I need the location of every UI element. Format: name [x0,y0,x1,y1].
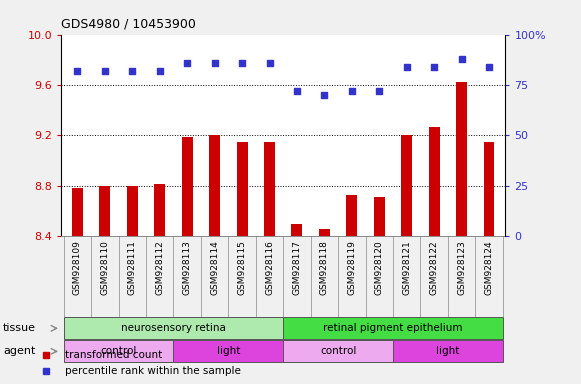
Bar [99,186,110,236]
Bar [283,317,503,339]
Point [128,68,137,74]
Point [457,56,466,62]
Bar [429,127,440,236]
Point [265,60,274,66]
Bar [182,137,193,236]
Text: GSM928112: GSM928112 [155,240,164,295]
Text: GSM928122: GSM928122 [429,240,439,295]
Bar [393,340,503,362]
Text: GSM928116: GSM928116 [265,240,274,295]
Text: GSM928113: GSM928113 [182,240,192,295]
Point [402,64,411,70]
Point [485,64,494,70]
Text: light: light [436,346,460,356]
Text: tissue: tissue [3,323,36,333]
Point [320,92,329,98]
Text: GSM928110: GSM928110 [101,240,109,295]
Text: GSM928117: GSM928117 [292,240,302,295]
Text: GSM928119: GSM928119 [347,240,356,295]
Text: neurosensory retina: neurosensory retina [121,323,226,333]
Text: GSM928121: GSM928121 [402,240,411,295]
Bar [174,340,283,362]
Bar [209,136,220,236]
Bar [72,188,83,236]
Point [101,68,110,74]
Text: agent: agent [3,346,35,356]
Text: light: light [217,346,240,356]
Bar [456,83,467,236]
Bar [64,340,174,362]
Bar [374,197,385,236]
Point [292,88,302,94]
Point [182,60,192,66]
Bar [483,142,494,236]
Text: control: control [320,346,356,356]
Bar [346,195,357,236]
Text: GSM928114: GSM928114 [210,240,219,295]
Bar [236,142,248,236]
Text: percentile rank within the sample: percentile rank within the sample [65,366,241,376]
Text: GDS4980 / 10453900: GDS4980 / 10453900 [61,18,196,31]
Text: control: control [101,346,137,356]
Point [347,88,357,94]
Text: retinal pigment epithelium: retinal pigment epithelium [323,323,462,333]
Text: GSM928124: GSM928124 [485,240,493,295]
Bar [401,136,412,236]
Bar [64,317,284,339]
Point [73,68,82,74]
Text: GSM928115: GSM928115 [238,240,246,295]
Text: GSM928111: GSM928111 [128,240,137,295]
Point [238,60,247,66]
Text: GSM928118: GSM928118 [320,240,329,295]
Bar [155,184,165,236]
Bar [292,223,303,236]
Text: GSM928109: GSM928109 [73,240,82,295]
Point [155,68,164,74]
Text: GSM928120: GSM928120 [375,240,384,295]
Bar [264,142,275,236]
Bar [319,228,330,236]
Bar [283,340,393,362]
Text: transformed count: transformed count [65,350,162,360]
Point [210,60,219,66]
Bar [127,186,138,236]
Text: GSM928123: GSM928123 [457,240,466,295]
Point [429,64,439,70]
Point [375,88,384,94]
